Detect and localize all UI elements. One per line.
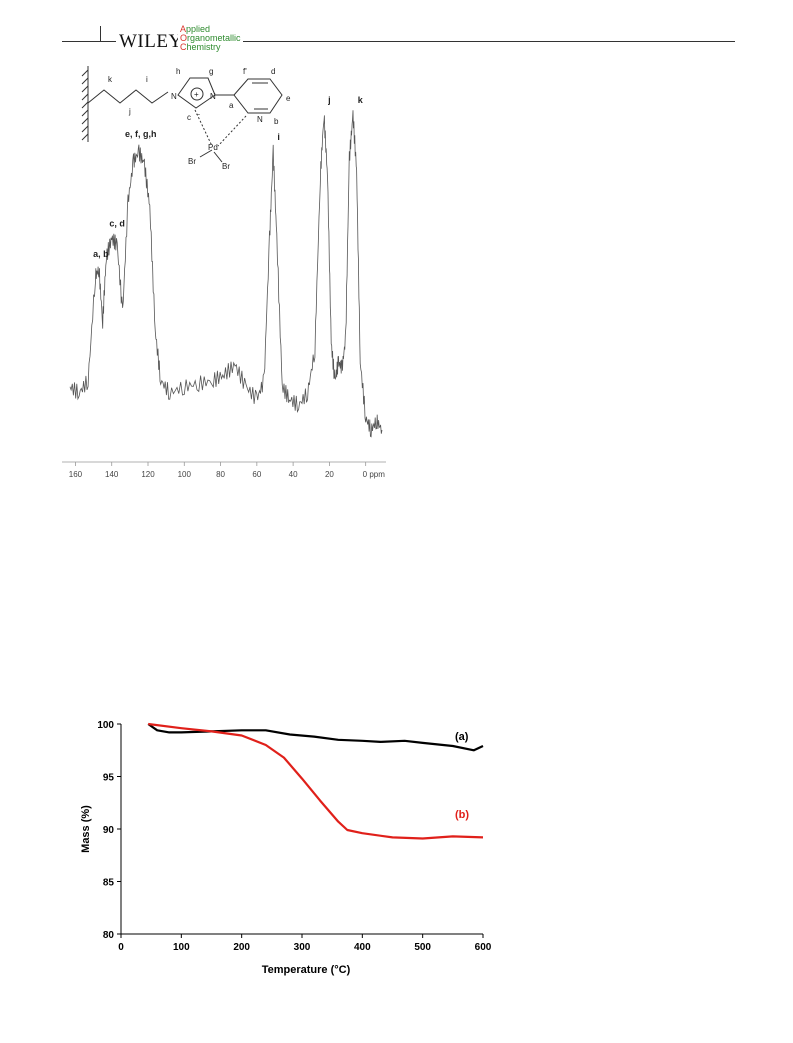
tga-x-tick-label: 400	[354, 942, 371, 953]
label-k: k	[108, 75, 113, 84]
atom-br2: Br	[222, 162, 230, 171]
tga-series-label-b: (b)	[455, 809, 469, 821]
tga-x-tick-label: 600	[475, 942, 492, 953]
label-e: e	[286, 94, 291, 103]
tga-x-tick-label: 0	[118, 942, 124, 953]
publisher-logo: WILEY	[116, 31, 186, 53]
support-hatch	[81, 69, 89, 141]
atom-br1: Br	[188, 157, 196, 166]
tga-plot: (a) (b)	[147, 722, 484, 840]
nmr-tick-label: 160	[69, 470, 83, 479]
tga-x-tick-label: 300	[294, 942, 311, 953]
tga-y-axis-label: Mass (%)	[80, 805, 92, 853]
tga-figure: 80 85 90 95 100 0 100 200 300 400 500 600 (a) (b) Te…	[80, 720, 492, 976]
nmr-tick-label: 20	[325, 470, 334, 479]
charge-plus: +	[194, 90, 199, 99]
label-c: c	[187, 113, 191, 122]
tga-x-tick-label: 200	[233, 942, 250, 953]
nmr-tick-label: 140	[105, 470, 119, 479]
propyl-chain	[87, 89, 169, 104]
label-b: b	[274, 117, 279, 126]
nmr-peak-label: i	[277, 132, 280, 142]
nmr-peak-label: a, b	[93, 249, 109, 259]
nmr-spectrum-line	[69, 110, 383, 438]
header-rule	[62, 41, 735, 42]
label-a: a	[229, 101, 234, 110]
tga-y-tick-label: 80	[103, 930, 115, 941]
label-j: j	[128, 107, 131, 116]
imidazolium-ring	[177, 77, 216, 109]
nmr-tick-label: 40	[289, 470, 298, 479]
atom-n1: N	[171, 92, 177, 101]
tga-series-line-b	[148, 722, 484, 840]
nmr-x-ticks: 160 140 120 100 80 60 40 20 0 ppm	[69, 462, 385, 479]
nmr-peak-label: c, d	[109, 218, 125, 228]
tga-y-tick-label: 95	[103, 773, 115, 784]
journal-logo: Applied Organometallic Chemistry	[178, 24, 243, 52]
tga-axes: 80 85 90 95 100 0 100 200 300 400 500 600	[97, 720, 491, 953]
nmr-tick-label: 100	[178, 470, 192, 479]
label-d: d	[271, 67, 275, 76]
nmr-tick-label: 80	[216, 470, 225, 479]
nmr-tick-label: 60	[252, 470, 261, 479]
nmr-figure: k j i h g f' d e a b c N N N Pd Br Br + …	[62, 66, 386, 479]
nmr-tick-label: 0 ppm	[363, 470, 386, 479]
nmr-spectrum	[69, 110, 383, 438]
nmr-peak-label: j	[327, 95, 331, 105]
nmr-tick-label: 120	[141, 470, 155, 479]
nmr-peak-label: e, f, g,h	[125, 129, 157, 139]
atom-n-pyridine: N	[257, 115, 263, 124]
charge-minus: −	[196, 112, 200, 119]
tga-x-tick-label: 500	[414, 942, 431, 953]
tga-y-tick-label: 85	[103, 878, 115, 889]
tga-series-label-a: (a)	[455, 731, 469, 743]
pyridine-ring	[233, 78, 283, 114]
tga-series-line-a	[147, 723, 484, 752]
label-i: i	[146, 75, 148, 84]
structure-labels: k j i h g f' d e a b c N N N Pd Br Br + …	[108, 67, 291, 171]
atom-pd: Pd	[208, 143, 218, 152]
atom-n3: N	[210, 92, 216, 101]
chemical-structure	[81, 66, 283, 163]
label-f-prime: f'	[243, 67, 247, 76]
tga-x-tick-label: 100	[173, 942, 190, 953]
tga-y-tick-label: 100	[97, 720, 114, 731]
tga-y-tick-label: 90	[103, 825, 115, 836]
header-rule-left-tick	[100, 26, 101, 42]
nmr-peak-label: k	[358, 95, 364, 105]
nmr-peak-labels: a, b c, d e, f, g,h i j k	[93, 95, 364, 259]
label-g: g	[209, 67, 213, 76]
tga-x-axis-label: Temperature (°C)	[262, 964, 351, 976]
label-h: h	[176, 67, 180, 76]
